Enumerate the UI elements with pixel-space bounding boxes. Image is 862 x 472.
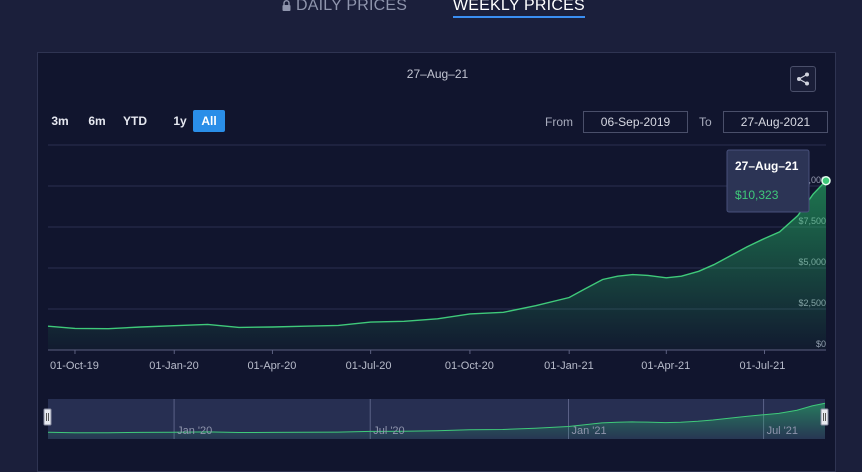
x-tick-label: 01-Jul-21 (739, 360, 785, 372)
from-label: From (545, 115, 573, 129)
tab-daily-label: DAILY PRICES (296, 0, 408, 14)
x-tick-label: 01-Apr-21 (641, 360, 690, 372)
price-area (48, 180, 826, 350)
range-ytd-button[interactable]: YTD (123, 114, 147, 128)
chart-title: 27–Aug–21 (406, 67, 469, 81)
hover-point (821, 175, 831, 186)
x-tick-label: 01-Jul-20 (346, 360, 392, 372)
navigator-area (48, 403, 825, 439)
share-button[interactable] (790, 66, 816, 92)
y-tick-label: $10,000 (793, 175, 826, 185)
x-axis-ticks: 01-Oct-19 01-Jan-20 01-Apr-20 01-Jul-20 01-O… (50, 350, 785, 372)
range-3m-button[interactable]: 3m (51, 114, 69, 128)
x-tick-label: 01-Oct-19 (50, 360, 99, 372)
navigator-label: Jan '20 (177, 425, 212, 437)
navigator-label: Jul '20 (373, 425, 404, 437)
price-chart: $0$2,500$5,000$7,500$10,000 01-Oct-1901-… (43, 144, 831, 439)
tab-weekly-label: WEEKLY PRICES (453, 0, 585, 14)
range-6m-button[interactable]: 6m (88, 114, 106, 128)
to-date-input[interactable] (723, 111, 828, 133)
price-line (47, 180, 827, 330)
tab-daily-prices[interactable]: DAILY PRICES (282, 0, 407, 15)
navigator: Jan '20 Jul '20 Jan '21 Jul '21 (43, 399, 829, 439)
tooltip-value: $10,323 (735, 188, 779, 202)
x-tick-label: 01-Jan-20 (149, 360, 199, 372)
range-1y-button[interactable]: 1y (173, 114, 187, 128)
navigator-right-handle[interactable] (820, 408, 829, 426)
tooltip: 27–Aug–21 $10,323 (726, 149, 810, 213)
price-tabs: DAILY PRICES WEEKLY PRICES (0, 0, 862, 24)
tab-weekly-prices[interactable]: WEEKLY PRICES (453, 0, 585, 18)
navigator-left-handle[interactable] (43, 408, 52, 426)
navigator-line (47, 402, 826, 434)
active-tab-indicator (453, 16, 585, 18)
navigator-label: Jul '21 (767, 425, 798, 437)
grid-lines (48, 144, 826, 310)
navigator-labels: Jan '20 Jul '20 Jan '21 Jul '21 (177, 425, 798, 437)
share-icon (797, 72, 809, 86)
tooltip-date: 27–Aug–21 (735, 159, 799, 173)
lock-icon (282, 0, 291, 11)
range-all-button[interactable]: All (193, 110, 225, 132)
to-label: To (699, 115, 712, 129)
from-date-input[interactable] (583, 111, 688, 133)
x-tick-label: 01-Jan-21 (544, 360, 594, 372)
x-tick-label: 01-Oct-20 (445, 360, 494, 372)
navigator-label: Jan '21 (572, 425, 607, 437)
x-tick-label: 01-Apr-20 (247, 360, 296, 372)
